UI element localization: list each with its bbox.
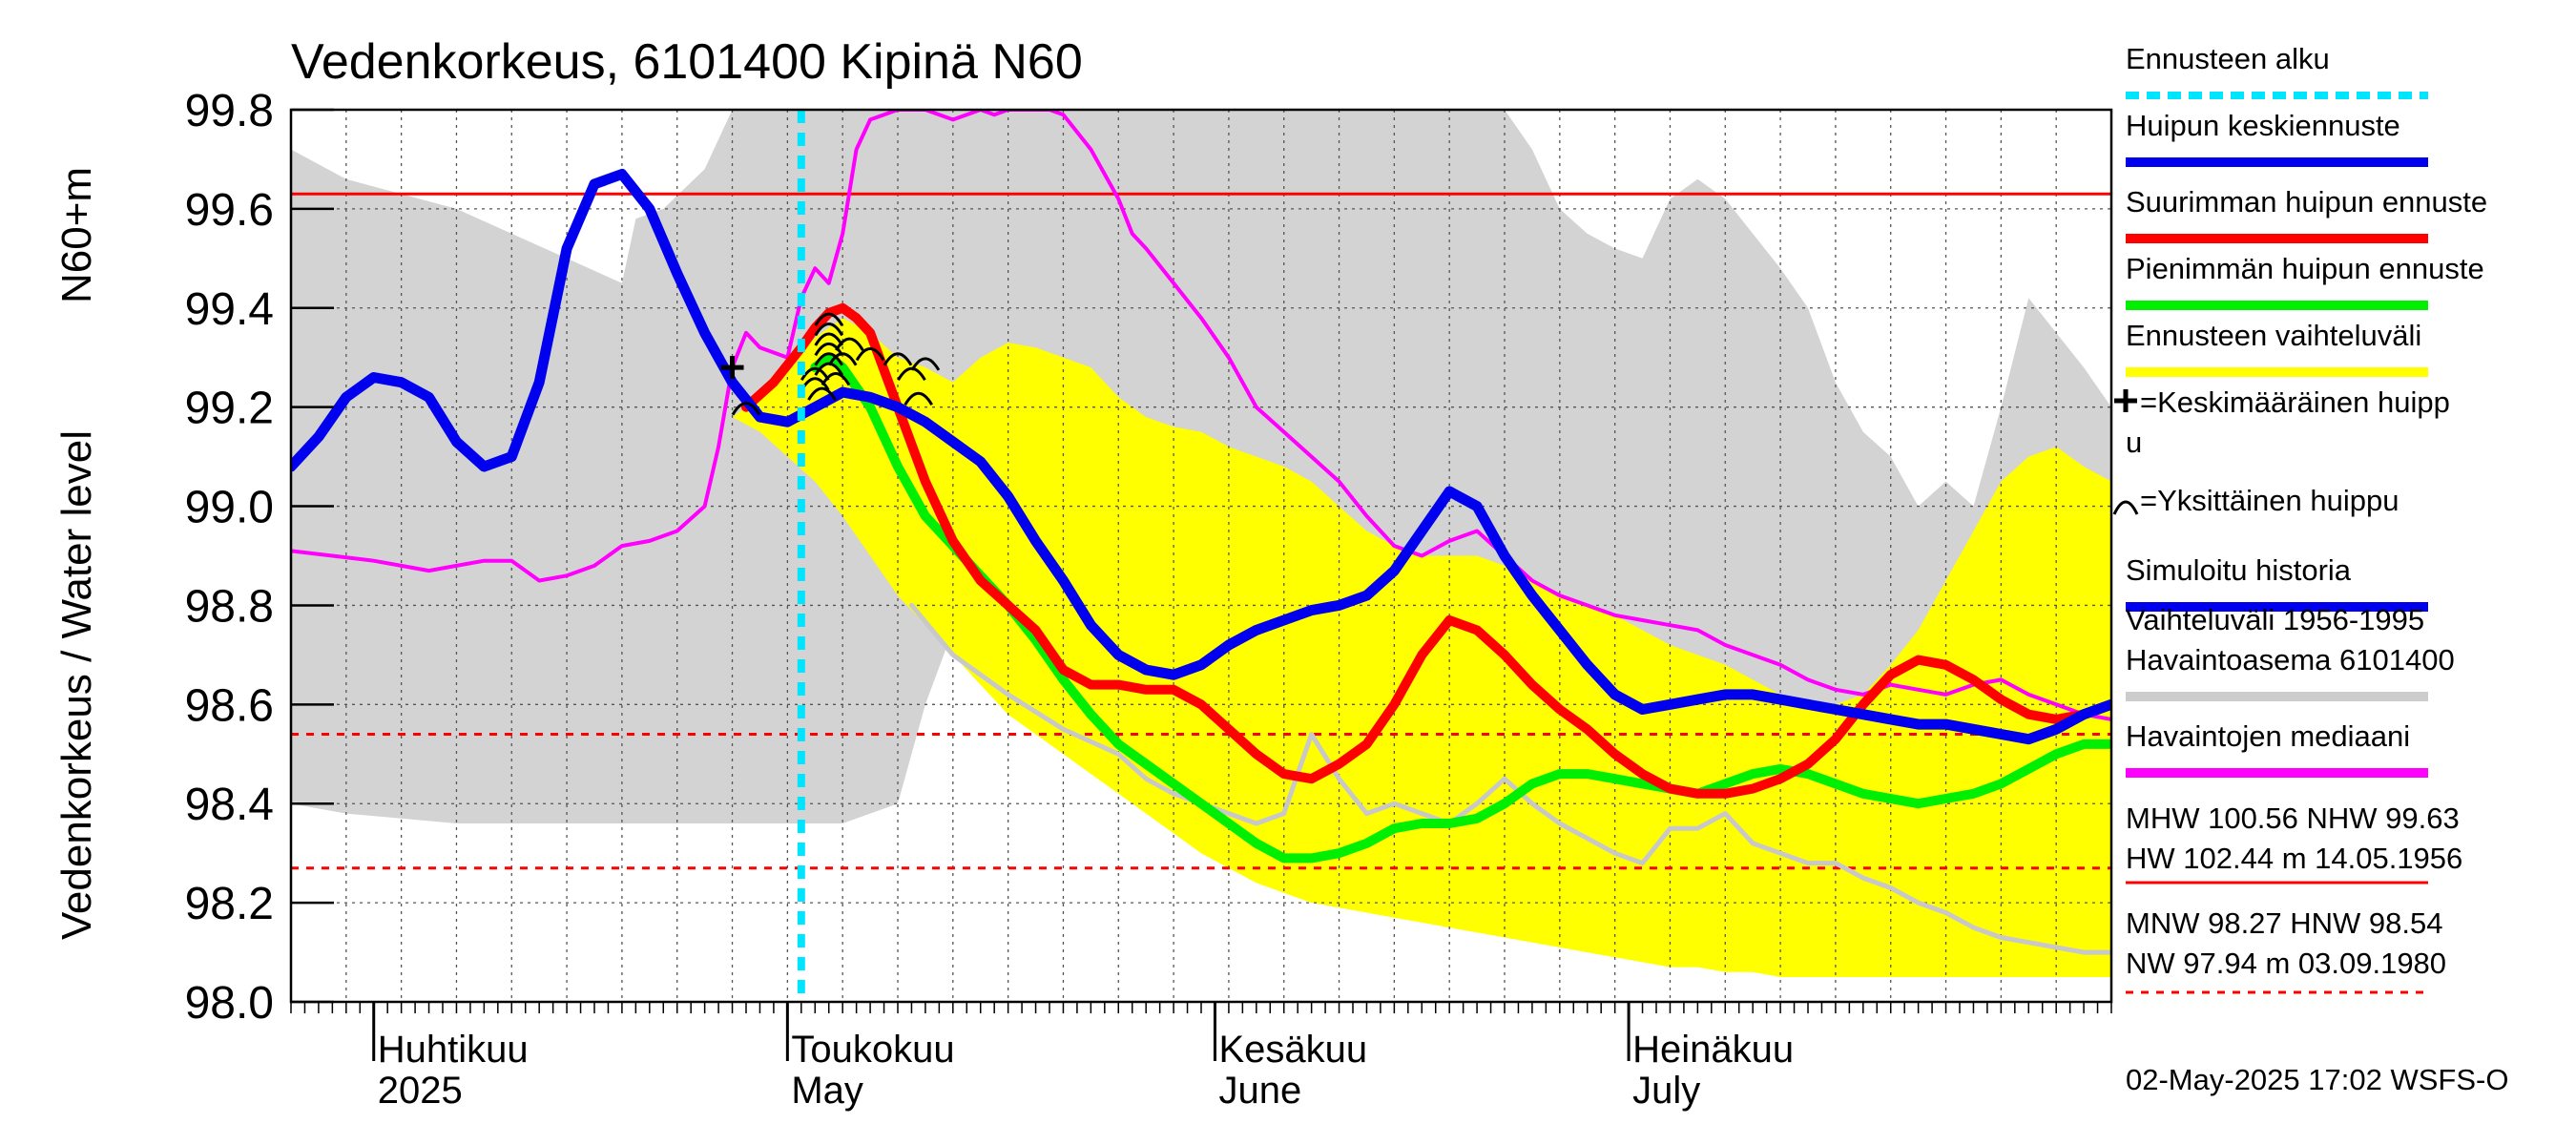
y-tick-label: 98.0 — [185, 978, 274, 1029]
x-month-label: Toukokuu — [791, 1029, 954, 1071]
legend-label: =Yksittäinen huippu — [2140, 484, 2399, 517]
x-month-sublabel: May — [791, 1070, 863, 1112]
single-peak-marker — [855, 347, 885, 362]
median-line — [291, 110, 2111, 721]
stats-line-4: NW 97.94 m 03.09.1980 — [2126, 947, 2446, 980]
footer-timestamp: 02-May-2025 17:02 WSFS-O — [2126, 1063, 2508, 1096]
y-tick-label: 99.8 — [185, 86, 274, 136]
x-month-label: Heinäkuu — [1632, 1029, 1794, 1071]
single-peak-marker — [827, 352, 858, 366]
legend-label: Ennusteen vaihteluväli — [2126, 319, 2421, 352]
reference-statistics: MHW 100.56 NHW 99.63 HW 102.44 m 14.05.1… — [2126, 802, 2462, 980]
y-tick-label: 98.6 — [185, 680, 274, 731]
stats-line-2: HW 102.44 m 14.05.1956 — [2126, 842, 2462, 875]
single-peak-marker — [814, 332, 844, 346]
plot-layers — [291, 110, 2111, 1002]
legend-label: u — [2126, 426, 2142, 459]
single-peak-marker — [821, 372, 851, 386]
plot-area — [289, 108, 2113, 1004]
single-peak-marker — [800, 366, 830, 382]
single-peak-marker — [814, 323, 844, 337]
legend-label: =Keskimääräinen huipp — [2140, 385, 2450, 419]
x-month-sublabel: July — [1632, 1070, 1700, 1112]
y-tick-label: 98.2 — [185, 879, 274, 929]
single-peak-marker — [883, 352, 913, 366]
legend-label: Ennusteen alku — [2126, 42, 2330, 75]
single-peak-marker — [807, 386, 837, 401]
y-axis-label: Vedenkorkeus / Water level — [53, 430, 100, 940]
max-peak-forecast-line — [741, 302, 2111, 799]
y-tick-label: 98.8 — [185, 581, 274, 632]
y-tick-label: 98.4 — [185, 780, 274, 830]
legend-label: Huipun keskiennuste — [2126, 109, 2400, 142]
legend-arc-marker — [2112, 500, 2139, 515]
single-peak-marker — [904, 391, 933, 406]
single-peak-marker — [814, 352, 844, 366]
x-month-label: Huhtikuu — [378, 1029, 529, 1071]
stats-line-1: MHW 100.56 NHW 99.63 — [2126, 802, 2460, 835]
single-peak-marker — [731, 402, 761, 416]
mean-peak-marker — [720, 356, 744, 380]
single-peak-marker — [814, 312, 844, 326]
legend-label: Suurimman huipun ennuste — [2126, 185, 2487, 219]
single-peak-marker — [814, 342, 844, 357]
x-month-label: Kesäkuu — [1218, 1029, 1367, 1071]
y-axis-unit: N60+m — [53, 167, 100, 303]
stats-line-3: MNW 98.27 HNW 98.54 — [2126, 906, 2443, 940]
legend-label: Simuloitu historia — [2126, 553, 2352, 587]
x-month-sublabel: 2025 — [378, 1070, 463, 1112]
y-tick-label: 99.2 — [185, 384, 274, 434]
x-month-sublabel: June — [1218, 1070, 1301, 1112]
legend: Ennusteen alku Huipun keskiennuste Suurimm… — [2112, 42, 2487, 994]
single-peak-marker — [835, 337, 864, 351]
chart-title: Vedenkorkeus, 6101400 Kipinä N60 — [291, 34, 1083, 90]
legend-label: Havaintojen mediaani — [2126, 719, 2410, 753]
legend-label: Pienimmän huipun ennuste — [2126, 252, 2484, 285]
y-tick-label: 99.0 — [185, 483, 274, 533]
y-axis: 98.0 98.2 98.4 98.6 98.8 99.0 99.2 99.4 99.6 99.8 — [185, 86, 334, 1029]
mean-forecast-line — [291, 169, 2111, 745]
y-tick-label: 99.4 — [185, 284, 274, 335]
legend-plus-marker — [2114, 389, 2137, 412]
single-peak-marker — [910, 357, 941, 371]
legend-label: Havaintoasema 6101400 — [2126, 643, 2455, 677]
y-tick-label: 99.6 — [185, 185, 274, 236]
legend-label: Vaihteluväli 1956-1995 — [2126, 603, 2424, 636]
